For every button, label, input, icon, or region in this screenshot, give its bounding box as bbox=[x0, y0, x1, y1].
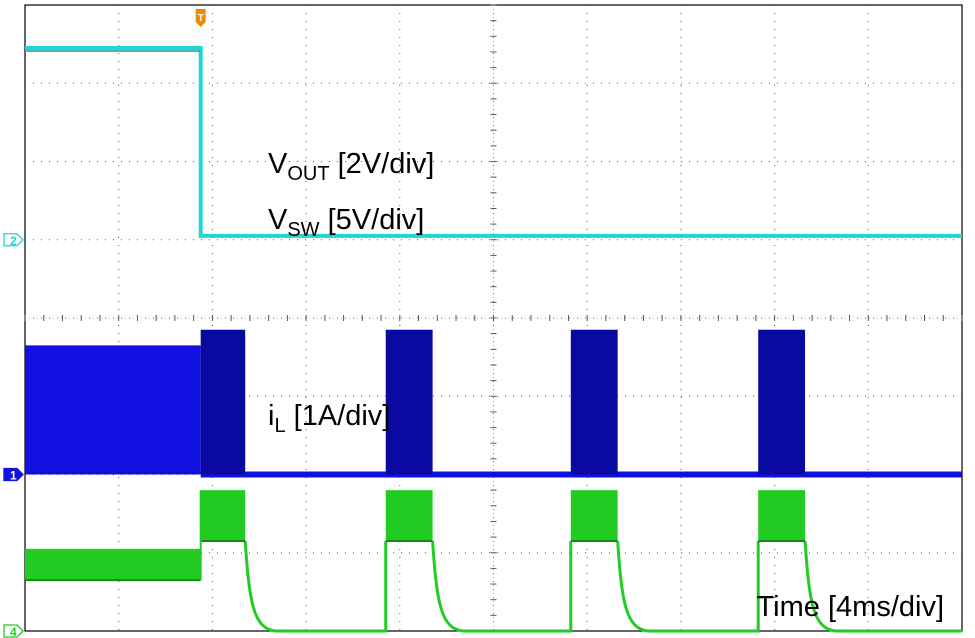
il-waveform bbox=[243, 540, 962, 633]
vout-label-main: V bbox=[268, 148, 288, 180]
channel-4-marker bbox=[3, 624, 24, 638]
vsw-label: VSW [5V/div] bbox=[268, 204, 424, 241]
channel-markers: 2 1 4 T bbox=[3, 9, 206, 638]
vout-label-rest: [2V/div] bbox=[330, 148, 435, 180]
vout-label-sub: OUT bbox=[287, 163, 329, 185]
vsw-label-rest: [5V/div] bbox=[320, 204, 425, 236]
vout-waveform bbox=[25, 46, 962, 238]
vsw-burst bbox=[758, 329, 806, 475]
channel-2-number: 2 bbox=[10, 234, 17, 248]
traces bbox=[25, 46, 962, 633]
trigger-marker-icon bbox=[195, 9, 206, 27]
il-burst bbox=[570, 490, 618, 542]
trigger-marker-letter: T bbox=[198, 13, 204, 24]
vsw-pre-trigger-switching bbox=[25, 345, 201, 475]
il-label: iL [1A/div] bbox=[268, 400, 390, 437]
il-label-rest: [1A/div] bbox=[286, 400, 391, 432]
channel-1-number: 1 bbox=[10, 469, 17, 483]
il-burst bbox=[385, 490, 433, 542]
il-burst bbox=[758, 490, 806, 542]
il-label-main: i bbox=[268, 400, 274, 432]
channel-2-marker bbox=[3, 233, 24, 247]
il-burst bbox=[200, 490, 246, 542]
x-axis-label: Time [4ms/div] bbox=[757, 591, 944, 623]
il-label-sub: L bbox=[274, 415, 285, 437]
graticule bbox=[24, 4, 963, 632]
vsw-burst bbox=[570, 329, 618, 475]
vsw-label-sub: SW bbox=[287, 219, 319, 241]
channel-1-marker bbox=[3, 467, 24, 482]
il-pre-trigger-ripple bbox=[25, 548, 201, 581]
vsw-label-main: V bbox=[268, 204, 288, 236]
vsw-burst bbox=[385, 329, 433, 475]
vsw-burst bbox=[200, 329, 246, 475]
vout-label: VOUT [2V/div] bbox=[268, 148, 434, 185]
trace-labels: VOUT [2V/div] VSW [5V/div] iL [1A/div] T… bbox=[268, 148, 944, 623]
channel-4-number: 4 bbox=[10, 625, 17, 638]
